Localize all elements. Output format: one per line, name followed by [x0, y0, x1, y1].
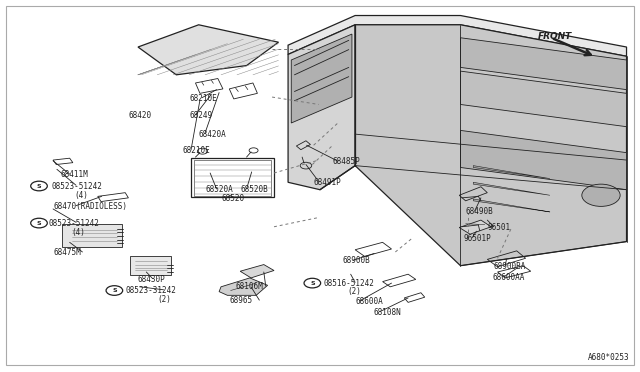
Text: (2): (2) [157, 295, 171, 304]
Text: 68900B: 68900B [342, 256, 370, 265]
Text: S: S [36, 183, 42, 189]
Polygon shape [473, 182, 550, 195]
Text: 68475M: 68475M [54, 248, 81, 257]
Text: 68520B: 68520B [240, 185, 268, 194]
Text: 68249: 68249 [189, 111, 212, 120]
Polygon shape [296, 141, 310, 150]
Circle shape [31, 218, 47, 228]
Text: 68210E: 68210E [182, 146, 211, 155]
FancyBboxPatch shape [62, 224, 122, 247]
Polygon shape [291, 34, 352, 123]
Polygon shape [240, 264, 274, 278]
Text: 68411M: 68411M [60, 170, 88, 179]
Text: FRONT: FRONT [538, 32, 572, 41]
Text: 08523-31242: 08523-31242 [125, 286, 176, 295]
Polygon shape [355, 25, 627, 266]
Circle shape [582, 184, 620, 206]
Text: 68900BA: 68900BA [493, 262, 526, 271]
Text: (4): (4) [74, 191, 88, 200]
Polygon shape [288, 16, 627, 56]
Polygon shape [461, 71, 627, 127]
Polygon shape [461, 131, 627, 190]
Text: 68210E: 68210E [189, 94, 217, 103]
Text: 68600AA: 68600AA [492, 273, 525, 282]
Text: 96501: 96501 [487, 223, 511, 232]
Polygon shape [138, 25, 278, 75]
Text: 68520A: 68520A [205, 185, 233, 194]
Text: 68600A: 68600A [355, 297, 383, 306]
Text: 68420A: 68420A [198, 129, 227, 139]
Text: S: S [310, 280, 315, 286]
Text: 08523-51242: 08523-51242 [52, 182, 102, 190]
Polygon shape [219, 278, 268, 295]
Text: 96501P: 96501P [464, 234, 492, 243]
Text: 68108N: 68108N [373, 308, 401, 317]
Text: (4): (4) [71, 228, 85, 237]
Text: (2): (2) [348, 287, 362, 296]
Circle shape [106, 286, 123, 295]
Text: 08516-51242: 08516-51242 [323, 279, 374, 288]
Polygon shape [473, 199, 550, 212]
Bar [191, 158, 274, 197]
Text: 68520: 68520 [221, 195, 244, 203]
Text: A680*0253: A680*0253 [588, 353, 630, 362]
Text: 68491P: 68491P [314, 178, 341, 187]
Text: 68420: 68420 [129, 111, 152, 120]
Polygon shape [460, 220, 491, 234]
Text: S: S [112, 288, 116, 293]
Text: 68470(RADIOLESS): 68470(RADIOLESS) [53, 202, 127, 211]
Text: 68430P: 68430P [138, 275, 166, 284]
Polygon shape [461, 38, 627, 90]
Text: 08523-51242: 08523-51242 [49, 219, 99, 228]
Text: 68106M: 68106M [236, 282, 264, 291]
Polygon shape [288, 25, 355, 190]
Bar [193, 160, 271, 196]
Text: S: S [36, 221, 42, 225]
Circle shape [31, 181, 47, 191]
Polygon shape [473, 166, 550, 179]
FancyBboxPatch shape [131, 256, 172, 275]
Text: 68490B: 68490B [466, 208, 493, 217]
Text: 68485P: 68485P [333, 157, 360, 166]
Text: 68965: 68965 [229, 296, 252, 305]
Circle shape [304, 278, 321, 288]
